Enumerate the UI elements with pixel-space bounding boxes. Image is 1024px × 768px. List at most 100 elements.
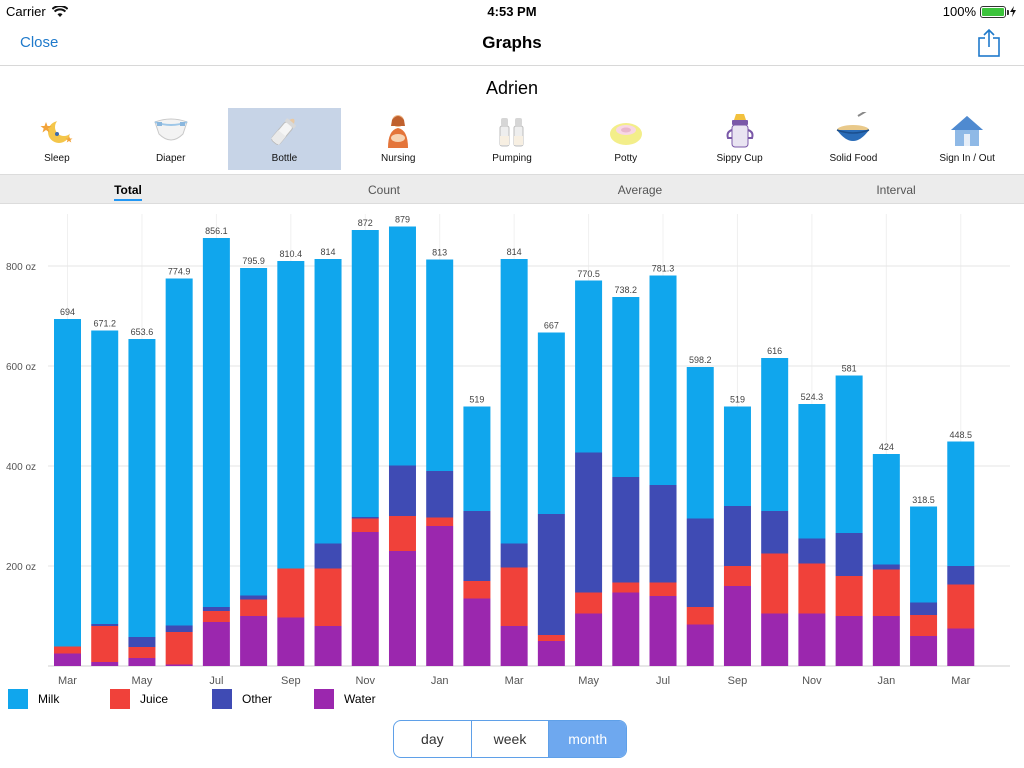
range-month-button[interactable]: month: [549, 721, 626, 757]
bar-segment-juice: [91, 626, 119, 662]
legend-label: Other: [242, 692, 273, 706]
category-label: Nursing: [381, 153, 416, 164]
bar-total-label: 694: [60, 307, 75, 317]
bar-segment-milk: [128, 339, 156, 637]
bar-total-label: 448.5: [950, 430, 973, 440]
range-selector: day week month: [393, 720, 627, 758]
charging-bolt-icon: [1010, 6, 1016, 17]
category-bottle[interactable]: Bottle: [227, 108, 342, 170]
tab-label: Count: [367, 183, 401, 197]
x-tick-label: Jul: [209, 675, 223, 687]
bar-segment-water: [54, 653, 81, 666]
category-pumping[interactable]: Pumping: [455, 108, 569, 170]
tab-label: Interval: [876, 183, 916, 197]
category-diaper[interactable]: Diaper: [114, 108, 228, 170]
potty-icon: [606, 112, 646, 150]
bar-segment-juice: [761, 553, 789, 614]
bar-segment-milk: [314, 259, 342, 544]
x-tick-label: Mar: [58, 675, 77, 687]
legend-swatch: [110, 689, 130, 709]
category-label: Sippy Cup: [716, 153, 763, 164]
bar-segment-water: [314, 626, 342, 666]
bar-segment-other: [723, 506, 751, 566]
bar-segment-water: [91, 662, 119, 666]
category-label: Pumping: [492, 153, 532, 164]
bar-segment-milk: [798, 404, 826, 539]
bar-segment-other: [240, 595, 268, 600]
close-button[interactable]: Close: [20, 34, 59, 51]
bar-segment-other: [872, 564, 900, 570]
nursing-icon: [378, 112, 418, 150]
moon-stars-icon: [37, 112, 77, 150]
legend-item-juice: Juice: [110, 689, 212, 709]
category-nursing[interactable]: Nursing: [341, 108, 455, 170]
bar-segment-water: [947, 628, 975, 666]
bar-total-label: 770.5: [577, 269, 600, 279]
bar-segment-juice: [426, 517, 454, 526]
range-week-button[interactable]: week: [472, 721, 550, 757]
bar-segment-water: [575, 613, 603, 666]
bar-total-label: 814: [321, 247, 336, 257]
bar-segment-water: [798, 613, 826, 666]
bar-segment-juice: [910, 615, 938, 636]
tab-average[interactable]: Average: [512, 175, 768, 203]
tab-label: Average: [617, 183, 663, 197]
legend-label: Water: [344, 692, 376, 706]
y-tick-label: 600 oz: [6, 362, 36, 373]
child-name: Adrien: [485, 78, 539, 98]
status-time: 4:53 PM: [487, 4, 537, 19]
bar-segment-other: [463, 511, 491, 581]
x-tick-label: Nov: [355, 675, 375, 687]
bar-segment-milk: [872, 454, 900, 565]
tab-count[interactable]: Count: [256, 175, 512, 203]
bar-segment-other: [500, 543, 528, 568]
category-solid-food[interactable]: Solid Food: [796, 108, 910, 170]
bar-total-label: 616: [767, 346, 782, 356]
bar-total-label: 738.2: [615, 285, 638, 295]
bar-segment-water: [202, 622, 230, 666]
bar-segment-juice: [537, 635, 565, 641]
bar-segment-juice: [165, 632, 193, 665]
bar-segment-juice: [277, 568, 305, 618]
bar-segment-other: [537, 514, 565, 635]
status-right: 100%: [943, 4, 1016, 19]
tab-interval[interactable]: Interval: [768, 175, 1024, 203]
share-icon[interactable]: [976, 28, 1002, 58]
bar-segment-milk: [686, 367, 714, 519]
bottle-icon: [264, 112, 304, 150]
bar-total-label: 598.2: [689, 355, 712, 365]
bar-segment-milk: [761, 358, 789, 511]
legend-label: Juice: [140, 692, 169, 706]
carrier-label: Carrier: [6, 4, 46, 19]
bar-segment-other: [128, 637, 156, 647]
bar-segment-water: [388, 551, 416, 666]
bar-segment-other: [202, 607, 230, 611]
range-day-button[interactable]: day: [394, 721, 472, 757]
category-sign-in-out[interactable]: Sign In / Out: [910, 108, 1024, 170]
category-sleep[interactable]: Sleep: [0, 108, 114, 170]
food-bowl-icon: [833, 112, 873, 150]
bar-segment-other: [351, 517, 379, 519]
category-label: Potty: [614, 153, 638, 164]
bar-segment-milk: [612, 297, 640, 477]
page-title: Graphs: [482, 33, 542, 52]
category-label: Bottle: [271, 153, 298, 164]
x-tick-label: Sep: [281, 675, 301, 687]
bar-segment-other: [314, 543, 342, 569]
bar-segment-juice: [575, 592, 603, 614]
bar-segment-milk: [277, 261, 305, 569]
bar-total-label: 671.2: [93, 318, 116, 328]
bar-segment-water: [463, 598, 491, 666]
legend-swatch: [8, 689, 28, 709]
bar-segment-milk: [910, 506, 938, 603]
category-label: Sign In / Out: [939, 153, 995, 164]
bottle-total-chart: 200 oz 400 oz 600 oz 800 oz 694 Mar 671.2 653.6…: [6, 214, 1010, 687]
x-tick-label: Jan: [877, 675, 895, 687]
category-sippy-cup[interactable]: Sippy Cup: [683, 108, 797, 170]
category-potty[interactable]: Potty: [569, 108, 683, 170]
category-label: Diaper: [155, 153, 186, 164]
tab-total[interactable]: Total: [0, 175, 256, 203]
bar-segment-water: [612, 592, 640, 666]
bar-segment-juice: [351, 518, 379, 532]
x-tick-label: Jan: [431, 675, 449, 687]
